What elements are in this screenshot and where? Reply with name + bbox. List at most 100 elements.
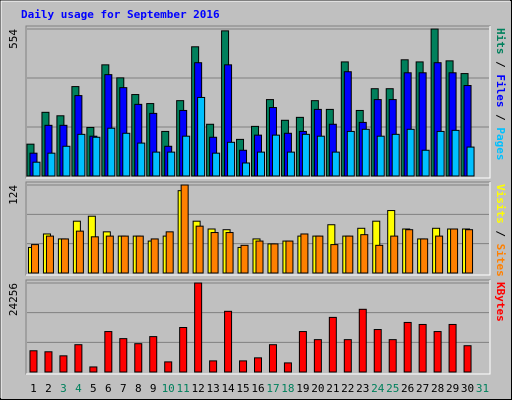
legend: Visits / Sites <box>494 184 507 277</box>
plot-bevel <box>26 280 491 375</box>
legend-entry: Files <box>494 74 507 107</box>
bar <box>212 152 221 177</box>
bar <box>194 282 203 373</box>
bar <box>388 339 397 373</box>
bar <box>107 127 116 177</box>
bar <box>30 244 39 274</box>
bar <box>210 232 219 274</box>
legend-entry: Hits <box>494 28 507 55</box>
bar <box>180 184 189 274</box>
bar <box>421 149 430 177</box>
x-tick-label: 17 <box>266 382 279 395</box>
bar <box>361 128 370 177</box>
bar <box>345 235 354 274</box>
bar <box>331 151 340 177</box>
bar <box>44 351 53 373</box>
legend-entry: Pages <box>494 127 507 160</box>
legend-separator: / <box>494 108 507 128</box>
bar <box>60 238 69 274</box>
bar <box>197 96 206 177</box>
bar <box>239 360 248 373</box>
x-tick-label: 23 <box>356 382 369 395</box>
x-tick-label: 26 <box>401 382 414 395</box>
bar <box>179 327 188 373</box>
bar <box>75 230 84 274</box>
bar <box>390 235 399 274</box>
x-tick-label: 14 <box>221 382 235 395</box>
bar <box>257 151 265 177</box>
bar <box>285 240 294 274</box>
legend-separator: / <box>494 55 507 75</box>
x-tick-label: 20 <box>311 382 324 395</box>
bar <box>62 145 71 177</box>
bar <box>89 366 98 373</box>
x-tick-label: 21 <box>326 382 339 395</box>
legend-entry: KBytes <box>494 282 507 322</box>
legend-entry: Sites <box>494 244 507 277</box>
bar <box>32 161 41 177</box>
bar <box>45 235 54 274</box>
x-tick-label: 11 <box>177 382 190 395</box>
bar <box>373 329 382 373</box>
bar <box>167 151 176 177</box>
bar <box>283 362 292 373</box>
y-tick-label: 24256 <box>7 283 20 316</box>
bar <box>436 130 445 177</box>
bar <box>405 229 414 274</box>
bar <box>466 146 475 177</box>
legend: Hits / Files / Pages <box>494 28 507 161</box>
x-tick-label: 8 <box>135 382 142 395</box>
bar <box>270 243 279 274</box>
bar <box>463 345 472 373</box>
plot-bevel <box>26 182 491 276</box>
bar <box>360 234 369 274</box>
bar <box>465 229 474 274</box>
x-tick-label: 9 <box>150 382 157 395</box>
bar <box>376 135 385 177</box>
x-tick-label: 30 <box>461 382 474 395</box>
x-tick-label: 7 <box>120 382 127 395</box>
bar <box>77 133 86 177</box>
bar <box>209 360 218 373</box>
y-tick-label: 554 <box>7 29 20 49</box>
bar <box>406 128 415 177</box>
chart-title: Daily usage for September 2016 <box>21 8 220 21</box>
bar <box>92 136 101 177</box>
x-tick-label: 19 <box>296 382 309 395</box>
bar <box>435 235 444 274</box>
bar <box>122 132 131 177</box>
bar <box>165 231 174 274</box>
bar <box>242 162 251 177</box>
bar <box>255 240 264 274</box>
bar <box>90 236 99 274</box>
bar <box>315 235 324 274</box>
bar <box>240 244 249 274</box>
bar <box>224 310 233 373</box>
bar <box>298 331 307 373</box>
bar <box>150 238 159 274</box>
bar <box>105 235 114 274</box>
bar <box>343 339 352 373</box>
x-tick-label: 31 <box>476 382 489 395</box>
bar <box>164 361 173 373</box>
x-tick-label: 15 <box>236 382 249 395</box>
bar <box>450 228 459 274</box>
bar <box>47 152 56 177</box>
x-tick-label: 3 <box>60 382 67 395</box>
x-tick-label: 16 <box>251 382 264 395</box>
bar <box>254 357 262 373</box>
x-tick-label: 5 <box>90 382 97 395</box>
bar <box>135 235 144 274</box>
x-tick-label: 13 <box>206 382 219 395</box>
bar <box>149 336 158 373</box>
bar <box>346 130 355 177</box>
bar <box>358 308 367 373</box>
x-tick-label: 12 <box>192 382 205 395</box>
x-tick-label: 22 <box>341 382 354 395</box>
bar <box>316 135 325 177</box>
bar <box>74 344 83 373</box>
bar <box>286 151 295 177</box>
x-tick-label: 1 <box>30 382 37 395</box>
bar <box>225 232 234 274</box>
